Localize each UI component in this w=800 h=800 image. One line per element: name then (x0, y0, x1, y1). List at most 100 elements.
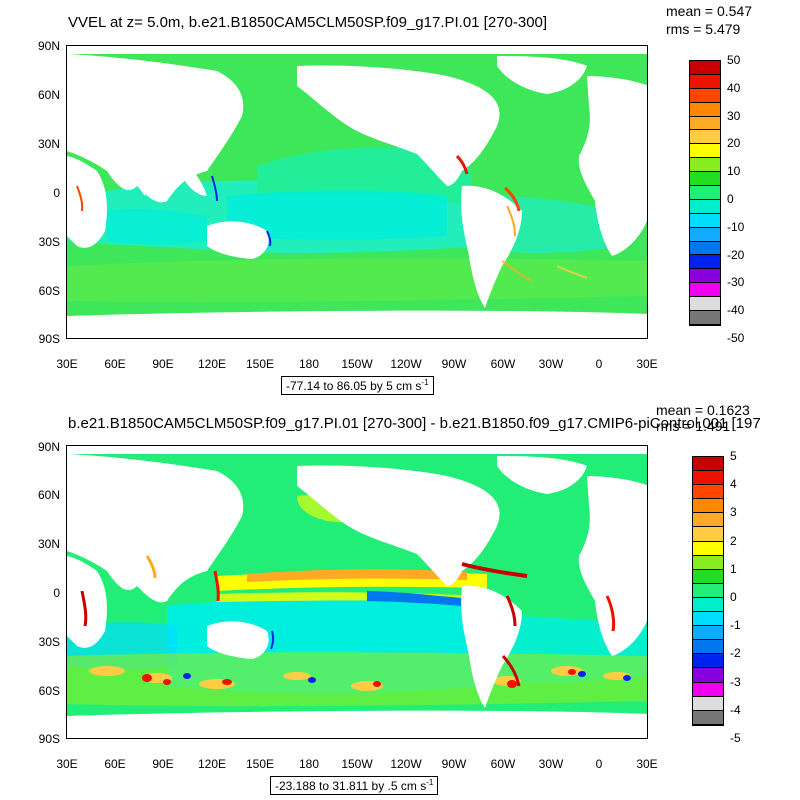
panel-2-lat-tick: 0 (53, 586, 60, 600)
colorbar-swatch (693, 527, 723, 542)
colorbar-swatch (690, 255, 720, 270)
panel-1-lon-tick: 180 (298, 357, 320, 371)
panel-1-lat-tick: 30N (37, 137, 60, 151)
panel-1-lon-tick: 150E (245, 357, 275, 371)
colorbar-label: -40 (727, 303, 745, 318)
panel-2-lon-tick: 180 (298, 757, 320, 771)
panel-2-title: b.e21.B1850CAM5CLM50SP.f09_g17.PI.01 [27… (68, 415, 761, 432)
colorbar-swatch (690, 102, 720, 117)
colorbar-label: 10 (727, 164, 741, 179)
panel-1-lat-tick: 90S (38, 332, 60, 346)
panel-1-colorbar (689, 60, 721, 326)
panel-1-lat-tick: 0 (53, 186, 60, 200)
colorbar-swatch (693, 471, 723, 486)
colorbar-swatch (693, 696, 723, 711)
colorbar-swatch (690, 227, 720, 242)
panel-2-rms: rms = 1.491 (656, 418, 731, 434)
colorbar-label: 4 (730, 477, 737, 492)
panel-1-contour-range: -77.14 to 86.05 by 5 cm s-1 (281, 376, 434, 395)
panel-2-lon-tick: 30E (636, 757, 658, 771)
colorbar-label: -20 (727, 247, 745, 262)
colorbar-swatch (690, 61, 720, 75)
colorbar-label: -50 (727, 330, 745, 345)
colorbar-swatch (693, 583, 723, 598)
panel-2-lon-tick: 60W (490, 757, 516, 771)
colorbar-label: 20 (727, 136, 741, 151)
panel-2-lon-tick: 30E (56, 757, 78, 771)
colorbar-label: 30 (727, 108, 741, 123)
colorbar-swatch (693, 612, 723, 627)
panel-2-map-field (67, 446, 647, 738)
colorbar-label: 0 (727, 191, 734, 206)
panel-1-map-field (67, 46, 647, 338)
colorbar-swatch (693, 513, 723, 528)
panel-2-lat-tick: 30N (37, 537, 60, 551)
panel-1-lat-tick: 60N (37, 88, 60, 102)
colorbar-label: 40 (727, 80, 741, 95)
panel-2-lon-tick: 60E (104, 757, 126, 771)
colorbar-label: 2 (730, 533, 737, 548)
colorbar-swatch (693, 499, 723, 514)
panel-1-lon-tick: 150W (341, 357, 373, 371)
colorbar-swatch (690, 199, 720, 214)
colorbar-swatch (693, 569, 723, 584)
panel-1-lon-tick: 0 (595, 357, 603, 371)
colorbar-swatch (690, 158, 720, 173)
colorbar-swatch (693, 555, 723, 570)
panel-1-lat-tick: 90N (37, 39, 60, 53)
colorbar-swatch (693, 626, 723, 641)
colorbar-label: -3 (730, 674, 741, 689)
colorbar-label: -10 (727, 219, 745, 234)
panel-2-contour-range: -23.188 to 31.811 by .5 cm s-1 (270, 776, 439, 795)
colorbar-label: 5 (730, 449, 737, 463)
panel-2-lat-tick: 90N (37, 440, 60, 454)
panel-1-lat-tick: 60S (38, 284, 60, 298)
panel-1-lon-tick: 90W (441, 357, 467, 371)
colorbar-swatch (693, 682, 723, 697)
panel-1-lat-tick: 30S (38, 235, 60, 249)
colorbar-swatch (690, 144, 720, 159)
panel-2-mean: mean = 0.1623 (656, 402, 750, 418)
panel-1-lon-tick: 120W (390, 357, 422, 371)
colorbar-label: 0 (730, 590, 737, 605)
panel-2-lat-tick: 60S (38, 684, 60, 698)
colorbar-swatch (690, 74, 720, 89)
panel-2-lon-tick: 30W (538, 757, 564, 771)
colorbar-swatch (693, 710, 723, 725)
panel-1-lon-tick: 30W (538, 357, 564, 371)
colorbar-swatch (693, 668, 723, 683)
colorbar-label: 1 (730, 561, 737, 576)
colorbar-label: 50 (727, 53, 741, 67)
panel-1-lon-tick: 90E (152, 357, 174, 371)
panel-1-lon-tick: 60E (104, 357, 126, 371)
colorbar-swatch (690, 213, 720, 228)
panel-2-map (66, 445, 648, 739)
colorbar-label: -5 (730, 731, 741, 746)
panel-2-lon-tick: 120E (197, 757, 227, 771)
colorbar-swatch (690, 116, 720, 131)
colorbar-swatch (690, 172, 720, 187)
colorbar-swatch (693, 640, 723, 655)
colorbar-swatch (690, 186, 720, 200)
colorbar-swatch (690, 269, 720, 284)
panel-2-lat-tick: 60N (37, 488, 60, 502)
panel-2-colorbar (692, 456, 724, 726)
panel-1-rms: rms = 5.479 (666, 21, 741, 37)
panel-2-lon-tick: 150E (245, 757, 275, 771)
colorbar-label: 3 (730, 505, 737, 520)
colorbar-label: -1 (730, 618, 741, 633)
colorbar-label: -2 (730, 646, 741, 661)
panel-1-lon-tick: 60W (490, 357, 516, 371)
panel-2-lon-tick: 150W (341, 757, 373, 771)
colorbar-swatch (690, 311, 720, 325)
panel-2-lat-tick: 90S (38, 732, 60, 746)
colorbar-swatch (693, 485, 723, 500)
colorbar-label: -4 (730, 702, 741, 717)
panel-1-mean: mean = 0.547 (666, 3, 753, 19)
panel-2-lat-tick: 30S (38, 635, 60, 649)
panel-1-map (66, 45, 648, 339)
colorbar-swatch (693, 654, 723, 669)
colorbar-swatch (693, 457, 723, 472)
colorbar-swatch (690, 241, 720, 256)
panel-2-lon-tick: 120W (390, 757, 422, 771)
